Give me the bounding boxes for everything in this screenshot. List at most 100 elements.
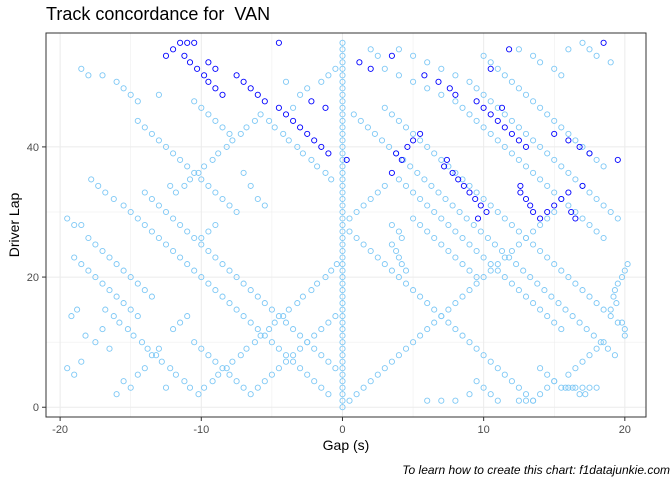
others-data-point — [198, 241, 205, 248]
others-data-point — [339, 267, 346, 274]
others-data-point — [148, 352, 155, 359]
others-data-point — [487, 267, 494, 274]
others-data-point — [537, 365, 544, 372]
others-data-point — [393, 247, 400, 255]
others-data-point — [508, 378, 515, 385]
van-data-point — [282, 111, 290, 118]
others-data-point — [233, 378, 240, 385]
van-data-point — [537, 215, 544, 222]
others-data-point — [572, 208, 579, 216]
others-data-point — [583, 326, 590, 333]
others-data-point — [431, 208, 438, 216]
others-data-point — [339, 221, 346, 229]
van-data-point — [435, 78, 442, 85]
others-data-point — [191, 98, 198, 105]
others-points-layer — [64, 39, 631, 411]
others-data-point — [579, 143, 586, 150]
others-data-point — [501, 371, 508, 378]
others-data-point — [209, 156, 216, 163]
others-data-point — [339, 339, 346, 346]
others-data-point — [607, 313, 614, 320]
others-data-point — [466, 287, 473, 294]
others-data-point — [402, 345, 410, 352]
van-data-point — [194, 65, 201, 72]
chart-caption: To learn how to create this chart: f1dat… — [402, 463, 670, 477]
others-data-point — [275, 365, 282, 372]
others-data-point — [64, 215, 71, 222]
others-data-point — [261, 300, 268, 307]
others-data-point — [339, 150, 346, 157]
others-data-point — [410, 78, 417, 85]
others-data-point — [544, 384, 551, 391]
others-data-point — [459, 176, 466, 183]
others-data-point — [445, 306, 452, 313]
others-data-point — [106, 254, 113, 261]
others-data-point — [508, 117, 515, 124]
others-data-point — [480, 274, 487, 281]
others-data-point — [572, 384, 579, 391]
others-data-point — [501, 254, 508, 261]
others-data-point — [318, 326, 325, 333]
others-data-point — [223, 143, 230, 150]
others-data-point — [586, 352, 593, 359]
others-data-point — [487, 358, 494, 365]
others-data-point — [251, 339, 258, 346]
others-data-point — [572, 137, 579, 144]
others-data-point — [480, 384, 487, 391]
others-data-point — [339, 404, 346, 411]
others-data-point — [480, 254, 487, 261]
others-data-point — [445, 163, 452, 170]
others-data-point — [148, 195, 155, 203]
others-data-point — [614, 280, 621, 287]
others-data-point — [215, 371, 222, 378]
others-data-point — [442, 195, 449, 203]
others-data-point — [551, 378, 558, 385]
others-data-point — [459, 293, 466, 300]
others-data-point — [141, 287, 148, 294]
others-data-point — [141, 124, 148, 131]
others-data-point — [435, 189, 442, 196]
others-data-point — [339, 91, 346, 98]
others-data-point — [325, 319, 332, 326]
others-data-point — [280, 313, 287, 320]
others-data-point — [515, 241, 522, 248]
others-data-point — [212, 117, 219, 124]
others-data-point — [134, 371, 141, 378]
van-data-point — [498, 104, 506, 111]
others-data-point — [395, 274, 402, 281]
others-data-point — [537, 221, 544, 229]
others-data-point — [167, 365, 174, 372]
others-data-point — [82, 332, 89, 339]
van-data-point — [181, 52, 188, 59]
others-data-point — [247, 319, 254, 326]
others-data-point — [268, 306, 275, 313]
others-data-point — [282, 352, 290, 359]
others-data-point — [381, 261, 388, 268]
others-data-point — [395, 228, 402, 235]
van-data-point — [410, 137, 417, 144]
others-data-point — [548, 293, 555, 300]
others-data-point — [544, 313, 551, 320]
others-data-point — [226, 267, 233, 274]
others-data-point — [501, 72, 508, 79]
others-data-point — [424, 202, 431, 209]
others-data-point — [322, 169, 329, 176]
others-data-point — [613, 300, 620, 307]
others-data-point — [201, 384, 208, 391]
others-data-point — [247, 287, 254, 294]
van-data-point — [186, 59, 194, 66]
others-data-point — [607, 208, 614, 216]
van-data-point — [487, 111, 494, 118]
others-data-point — [134, 117, 141, 124]
others-data-point — [586, 293, 593, 300]
van-data-point — [191, 39, 198, 46]
others-data-point — [261, 378, 268, 385]
grid-layer — [46, 33, 646, 417]
others-data-point — [212, 287, 219, 294]
others-data-point — [99, 326, 106, 333]
others-data-point — [339, 117, 346, 124]
others-data-point — [155, 91, 162, 98]
others-data-point — [544, 111, 551, 118]
others-data-point — [410, 189, 417, 196]
others-data-point — [579, 287, 586, 294]
